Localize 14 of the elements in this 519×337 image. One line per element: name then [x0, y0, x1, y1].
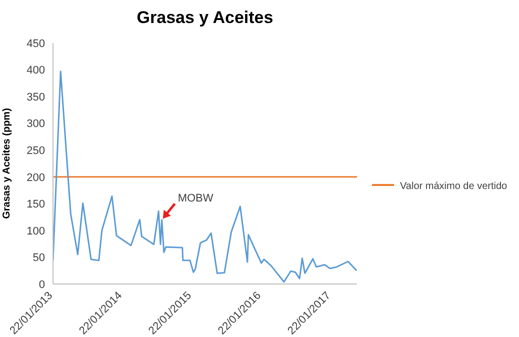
y-tick-label: 400 [26, 64, 45, 77]
y-tick-label: 300 [26, 118, 45, 130]
legend-label: Valor máximo de vertido [400, 181, 508, 192]
annotation: MOBW [178, 192, 214, 205]
y-tick-label: 350 [26, 91, 45, 104]
y-tick-label: 200 [26, 172, 45, 184]
y-tick-label: 50 [32, 252, 45, 264]
y-tick-label: 150 [26, 198, 45, 211]
chart-title: Grasas y Aceites [136, 8, 274, 28]
y-tick-label: 450 [26, 38, 45, 50]
y-axis-title: Grasas y Aceites (ppm) [2, 108, 13, 219]
y-tick-label: 250 [26, 145, 45, 158]
y-tick-label: 100 [26, 225, 45, 238]
y-tick-label: 0 [38, 278, 45, 291]
